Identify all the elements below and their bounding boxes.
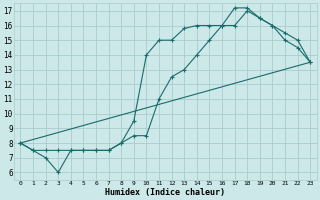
X-axis label: Humidex (Indice chaleur): Humidex (Indice chaleur) <box>105 188 225 197</box>
